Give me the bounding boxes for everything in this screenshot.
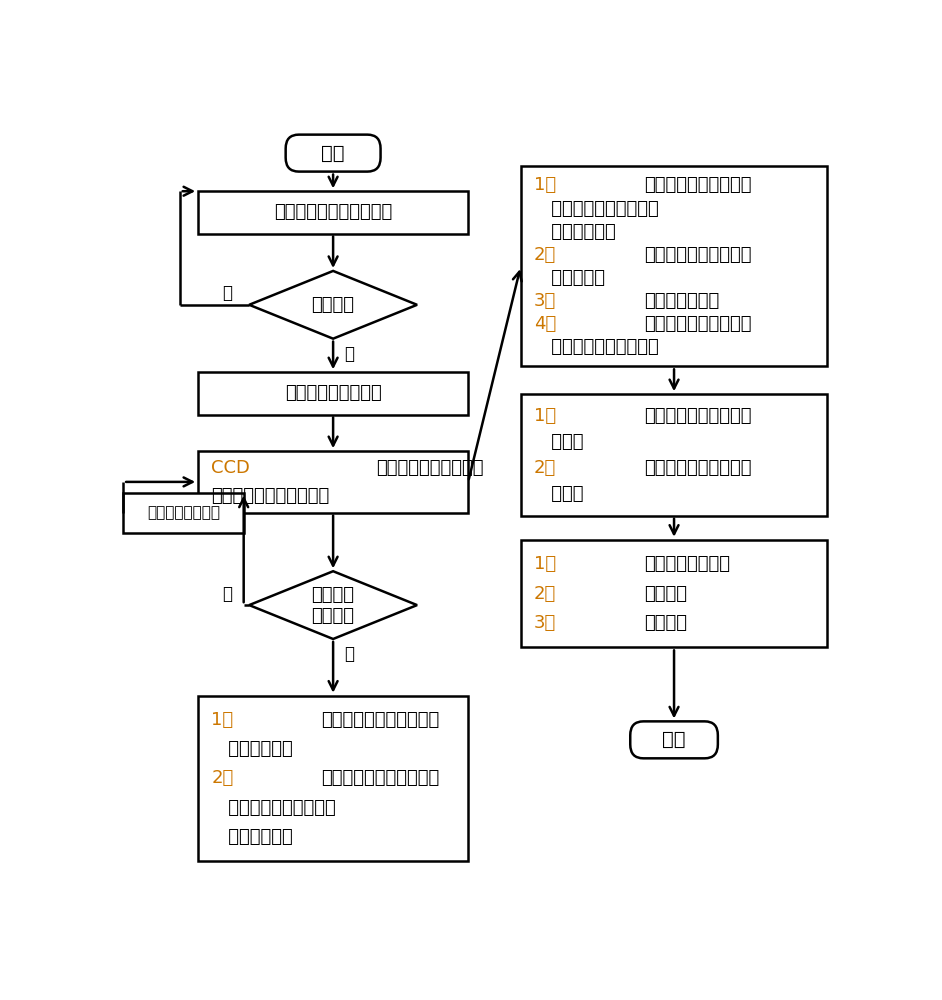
Text: 下的三维坐标: 下的三维坐标: [534, 223, 616, 241]
Text: 合并得到完整焊缝的最: 合并得到完整焊缝的最: [644, 246, 752, 264]
Text: 4、: 4、: [534, 315, 556, 333]
Bar: [521, 166, 827, 366]
Bar: [521, 540, 827, 647]
Text: 结束: 结束: [662, 730, 686, 749]
Bar: [123, 493, 244, 533]
Bar: [198, 372, 468, 415]
Text: 控制机器人移动到焊接: 控制机器人移动到焊接: [644, 459, 752, 477]
Text: 转换到机器人基座标系: 转换到机器人基座标系: [534, 200, 658, 218]
Bar: [521, 394, 827, 516]
Text: 否: 否: [222, 284, 233, 302]
Text: 确定焊接起始点: 确定焊接起始点: [644, 292, 720, 310]
Text: 把每组焊缝的三维坐标: 把每组焊缝的三维坐标: [644, 176, 752, 194]
Text: 中的焊缝在相机坐标系: 中的焊缝在相机坐标系: [211, 799, 336, 817]
Text: 3、: 3、: [534, 614, 556, 632]
Text: 控制柜: 控制柜: [534, 433, 583, 451]
Text: 3、: 3、: [534, 292, 556, 310]
Text: 图像处理，提取每幅图片: 图像处理，提取每幅图片: [321, 711, 440, 729]
FancyBboxPatch shape: [285, 135, 381, 172]
Text: 下的三维坐标: 下的三维坐标: [211, 828, 293, 846]
Bar: [198, 696, 468, 861]
Text: 2、: 2、: [534, 459, 556, 477]
Polygon shape: [249, 271, 417, 339]
Text: 1、: 1、: [211, 711, 234, 729]
Text: 1、: 1、: [534, 176, 556, 194]
Text: 2、: 2、: [534, 585, 556, 603]
Text: 采集焊缝图片，主控计: 采集焊缝图片，主控计: [377, 459, 484, 477]
Text: 1、: 1、: [534, 555, 556, 573]
Text: 是: 是: [344, 645, 354, 663]
Text: 是: 是: [344, 345, 354, 363]
Text: 2、: 2、: [534, 246, 556, 264]
Text: 通信成功: 通信成功: [312, 296, 354, 314]
Text: 开始: 开始: [321, 144, 345, 163]
Text: 计算工具坐标系在焊接: 计算工具坐标系在焊接: [644, 315, 752, 333]
Text: 中的焊缝轮廓: 中的焊缝轮廓: [211, 740, 293, 758]
Text: 确认初始焊接位置: 确认初始焊接位置: [644, 555, 730, 573]
Bar: [198, 191, 468, 234]
Text: 算机读取机器人位姿数据: 算机读取机器人位姿数据: [211, 487, 330, 505]
Text: 三维重建，计算每组图片: 三维重建，计算每组图片: [321, 769, 440, 787]
Text: 机器人运动到拍摄点: 机器人运动到拍摄点: [284, 384, 382, 402]
Text: 主控计算机与机器人通信: 主控计算机与机器人通信: [274, 203, 392, 221]
Text: 过程中的旋转角度变化: 过程中的旋转角度变化: [534, 338, 658, 356]
Polygon shape: [249, 571, 417, 639]
Text: 完成焊接: 完成焊接: [644, 614, 687, 632]
Text: 发送路径数据到机器人: 发送路径数据到机器人: [644, 407, 752, 425]
FancyBboxPatch shape: [630, 721, 718, 758]
Text: 起始点: 起始点: [534, 485, 583, 503]
Text: 1、: 1、: [534, 407, 556, 425]
Text: 2、: 2、: [211, 769, 234, 787]
Text: 所有图片
拍摄完毕: 所有图片 拍摄完毕: [312, 586, 354, 624]
Bar: [198, 451, 468, 513]
Text: 移动到下一拍摄点: 移动到下一拍摄点: [147, 505, 219, 520]
Text: 终三维坐标: 终三维坐标: [534, 269, 605, 287]
Text: 开始焊接: 开始焊接: [644, 585, 687, 603]
Text: 否: 否: [222, 585, 233, 603]
Text: CCD: CCD: [211, 459, 250, 477]
